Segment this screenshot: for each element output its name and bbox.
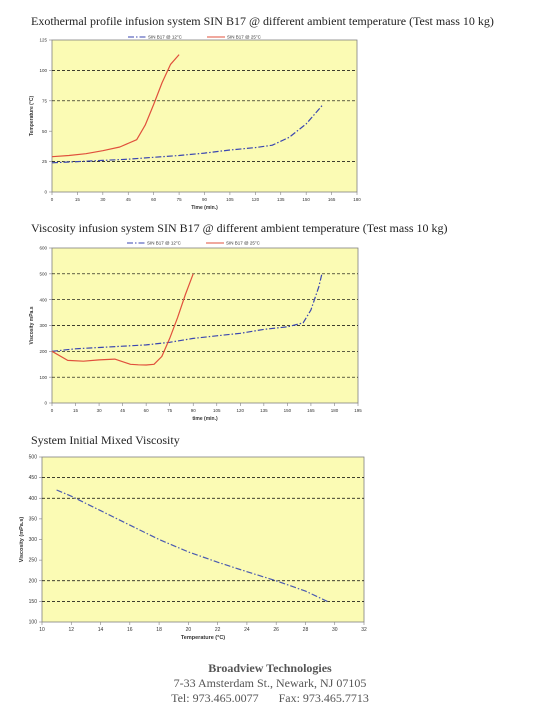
y-tick-label: 400	[39, 297, 47, 302]
y-tick-label: 100	[29, 620, 38, 626]
y-tick-label: 500	[39, 271, 47, 276]
x-tick-label: 180	[331, 408, 339, 413]
x-tick-label: 75	[167, 408, 173, 413]
series-line	[51, 54, 180, 158]
y-tick-label: 75	[42, 98, 48, 103]
x-tick-label: 30	[97, 408, 103, 413]
x-tick-label: 0	[51, 408, 54, 413]
x-tick-label: 195	[354, 408, 362, 413]
y-tick-label: 450	[29, 475, 38, 481]
y-tick-label: 50	[42, 129, 48, 134]
x-tick-label: 150	[302, 197, 310, 202]
viscosity-time-chart: 0 100 200 300 400 500 600 0 15 30 45 60 75 90 105 120 13…	[29, 241, 362, 422]
y-tick-label: 100	[39, 375, 47, 380]
y-tick-label: 350	[29, 516, 38, 522]
y-tick-label: 25	[42, 159, 48, 164]
x-tick-label: 90	[202, 197, 208, 202]
x-tick-label: 180	[353, 197, 361, 202]
y-tick-label: 100	[39, 68, 47, 73]
x-tick-label: 16	[127, 627, 133, 633]
x-axis-label: Temperature (°C)	[181, 635, 225, 641]
x-tick-label: 105	[213, 408, 221, 413]
x-tick-label: 60	[151, 197, 157, 202]
company-name: Broadview Technologies	[208, 661, 332, 675]
x-tick-label: 150	[284, 408, 292, 413]
company-contact: Tel: 973.465.0077 Fax: 973.465.7713	[0, 691, 540, 706]
y-tick-label: 150	[29, 599, 38, 605]
x-tick-label: 18	[156, 627, 162, 633]
y-tick-label: 200	[39, 349, 47, 354]
x-tick-label: 15	[73, 408, 79, 413]
x-tick-label: 0	[51, 197, 54, 202]
series-line	[56, 489, 328, 602]
x-tick-label: 26	[273, 627, 279, 633]
chart-3-title: System Initial Mixed Viscosity	[31, 433, 180, 447]
series-line	[51, 273, 194, 366]
x-tick-label: 105	[226, 197, 234, 202]
y-axis-label: Viscosity mPa.s	[29, 306, 35, 344]
y-tick-label: 300	[39, 323, 47, 328]
company-tel: Tel: 973.465.0077	[171, 691, 259, 705]
plot-area	[51, 39, 358, 193]
x-tick-label: 120	[237, 408, 245, 413]
y-tick-label: 500	[29, 455, 38, 461]
chart-2-title: Viscosity infusion system SIN B17 @ diff…	[31, 221, 448, 235]
x-tick-label: 24	[244, 627, 250, 633]
x-tick-label: 45	[126, 197, 132, 202]
x-tick-label: 120	[252, 197, 260, 202]
y-tick-label: 0	[44, 190, 47, 195]
x-tick-label: 10	[39, 627, 45, 633]
x-axis-label: time (min.)	[192, 416, 218, 422]
y-tick-label: 125	[39, 38, 47, 43]
x-tick-label: 45	[120, 408, 126, 413]
footer: Broadview Technologies 7-33 Amsterdam St…	[0, 661, 540, 706]
x-tick-label: 12	[68, 627, 74, 633]
x-tick-label: 60	[144, 408, 150, 413]
x-tick-label: 30	[100, 197, 106, 202]
x-tick-label: 30	[332, 627, 338, 633]
x-tick-label: 14	[98, 627, 104, 633]
series-line	[51, 104, 324, 164]
x-tick-label: 75	[177, 197, 183, 202]
x-tick-label: 135	[277, 197, 285, 202]
x-axis-label: Time (min.)	[191, 205, 218, 211]
x-tick-label: 165	[328, 197, 336, 202]
x-tick-label: 28	[303, 627, 309, 633]
y-tick-label: 200	[29, 578, 38, 584]
series-line	[51, 273, 323, 352]
chart-1-title: Exothermal profile infusion system SIN B…	[31, 14, 494, 28]
y-axis-label: Temperature (°C)	[29, 96, 35, 137]
x-tick-label: 90	[191, 408, 197, 413]
y-axis-label: Viscosity (mPa.s)	[19, 517, 25, 563]
x-tick-label: 32	[361, 627, 367, 633]
y-tick-label: 250	[29, 558, 38, 564]
x-tick-label: 22	[215, 627, 221, 633]
exotherm-chart: 0 25 50 75 100 125 0 15 30 45 60 75 90 105 120 135 150 16…	[29, 35, 361, 211]
x-tick-label: 135	[260, 408, 268, 413]
legend-label: SIN B17 @ 25°C	[227, 35, 262, 40]
y-tick-label: 400	[29, 496, 38, 502]
x-tick-label: 15	[75, 197, 81, 202]
y-tick-label: 0	[44, 401, 47, 406]
y-tick-label: 600	[39, 246, 47, 251]
initial-viscosity-chart: 100 150 200 250 300 350 400 450 500 10 12 14 16 18 20 2…	[19, 455, 367, 641]
company-address: 7-33 Amsterdam St., Newark, NJ 07105	[173, 676, 367, 690]
legend-label: SIN B17 @ 25°C	[226, 241, 261, 246]
legend-label: SIN B17 @ 12°C	[147, 241, 182, 246]
plot-area	[41, 456, 365, 623]
x-tick-label: 165	[307, 408, 315, 413]
x-tick-label: 20	[186, 627, 192, 633]
y-tick-label: 300	[29, 537, 38, 543]
legend-label: SIN B17 @ 12°C	[148, 35, 183, 40]
company-fax: Fax: 973.465.7713	[278, 691, 369, 705]
